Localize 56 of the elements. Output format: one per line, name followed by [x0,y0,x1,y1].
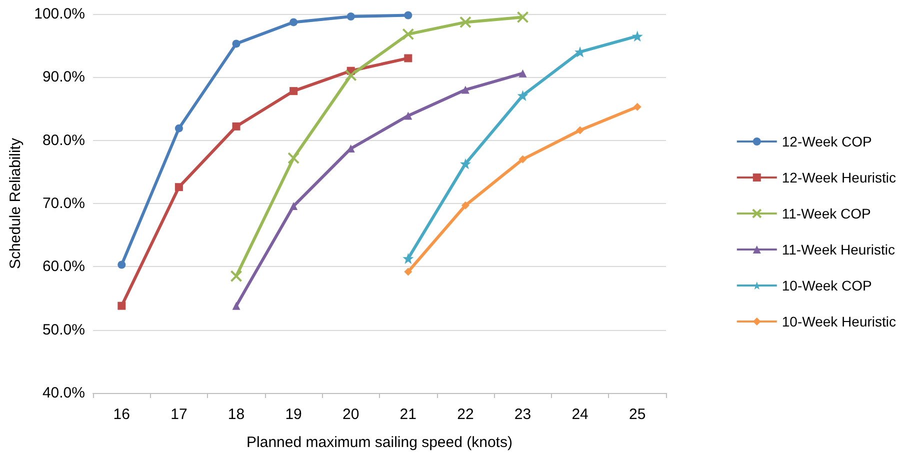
point [232,122,240,130]
x-axis-title: Planned maximum sailing speed (knots) [246,434,512,451]
x-tick-label: 22 [457,406,474,423]
x-tick-label: 23 [514,406,532,423]
y-tick-label: 80.0% [42,132,85,149]
point [232,302,240,310]
point [346,12,355,21]
y-tick-label: 40.0% [42,384,85,402]
point [118,302,126,310]
x-tick-label: 20 [342,406,360,423]
y-tick-label: 60.0% [42,258,85,276]
point [118,260,126,269]
point [290,202,298,210]
point [402,252,414,264]
point [518,69,527,78]
point [461,201,470,210]
point [517,90,528,101]
point [404,54,412,62]
x-tick-label: 17 [170,406,188,423]
point [632,30,643,42]
y-tick-label: 50.0% [42,321,85,338]
point [633,102,642,111]
point [459,16,472,28]
point [516,11,529,24]
legend-label: 11-Week COP [782,206,871,222]
legend-label: 10-Week Heuristic [782,314,896,330]
point [290,87,298,96]
x-tick-label: 25 [629,406,646,423]
point [576,126,584,134]
point [404,112,412,120]
point [288,152,300,164]
point [404,11,412,20]
point [402,28,414,40]
point [518,155,527,164]
point [174,124,183,132]
x-tick-label: 18 [228,406,245,423]
x-tick-label: 24 [572,406,588,423]
point [344,69,357,82]
point [230,270,242,282]
legend-label: 10-Week COP [782,278,872,294]
point [460,158,471,170]
legend-label: 11-Week Heuristic [782,242,895,258]
x-tick-label: 21 [400,406,416,423]
legend-label: 12-Week COP [782,134,872,150]
legend-label: 12-Week Heuristic [782,170,896,186]
point [174,183,183,192]
point [404,268,412,276]
x-tick-label: 16 [113,406,130,423]
x-tick-label: 19 [285,406,302,423]
point [290,18,298,26]
point [461,86,470,94]
y-tick-label: 90.0% [42,68,85,86]
y-axis-title: Schedule Reliability [7,138,24,269]
point [232,40,240,48]
y-tick-label: 100.0% [34,6,85,22]
y-tick-label: 70.0% [42,195,85,212]
